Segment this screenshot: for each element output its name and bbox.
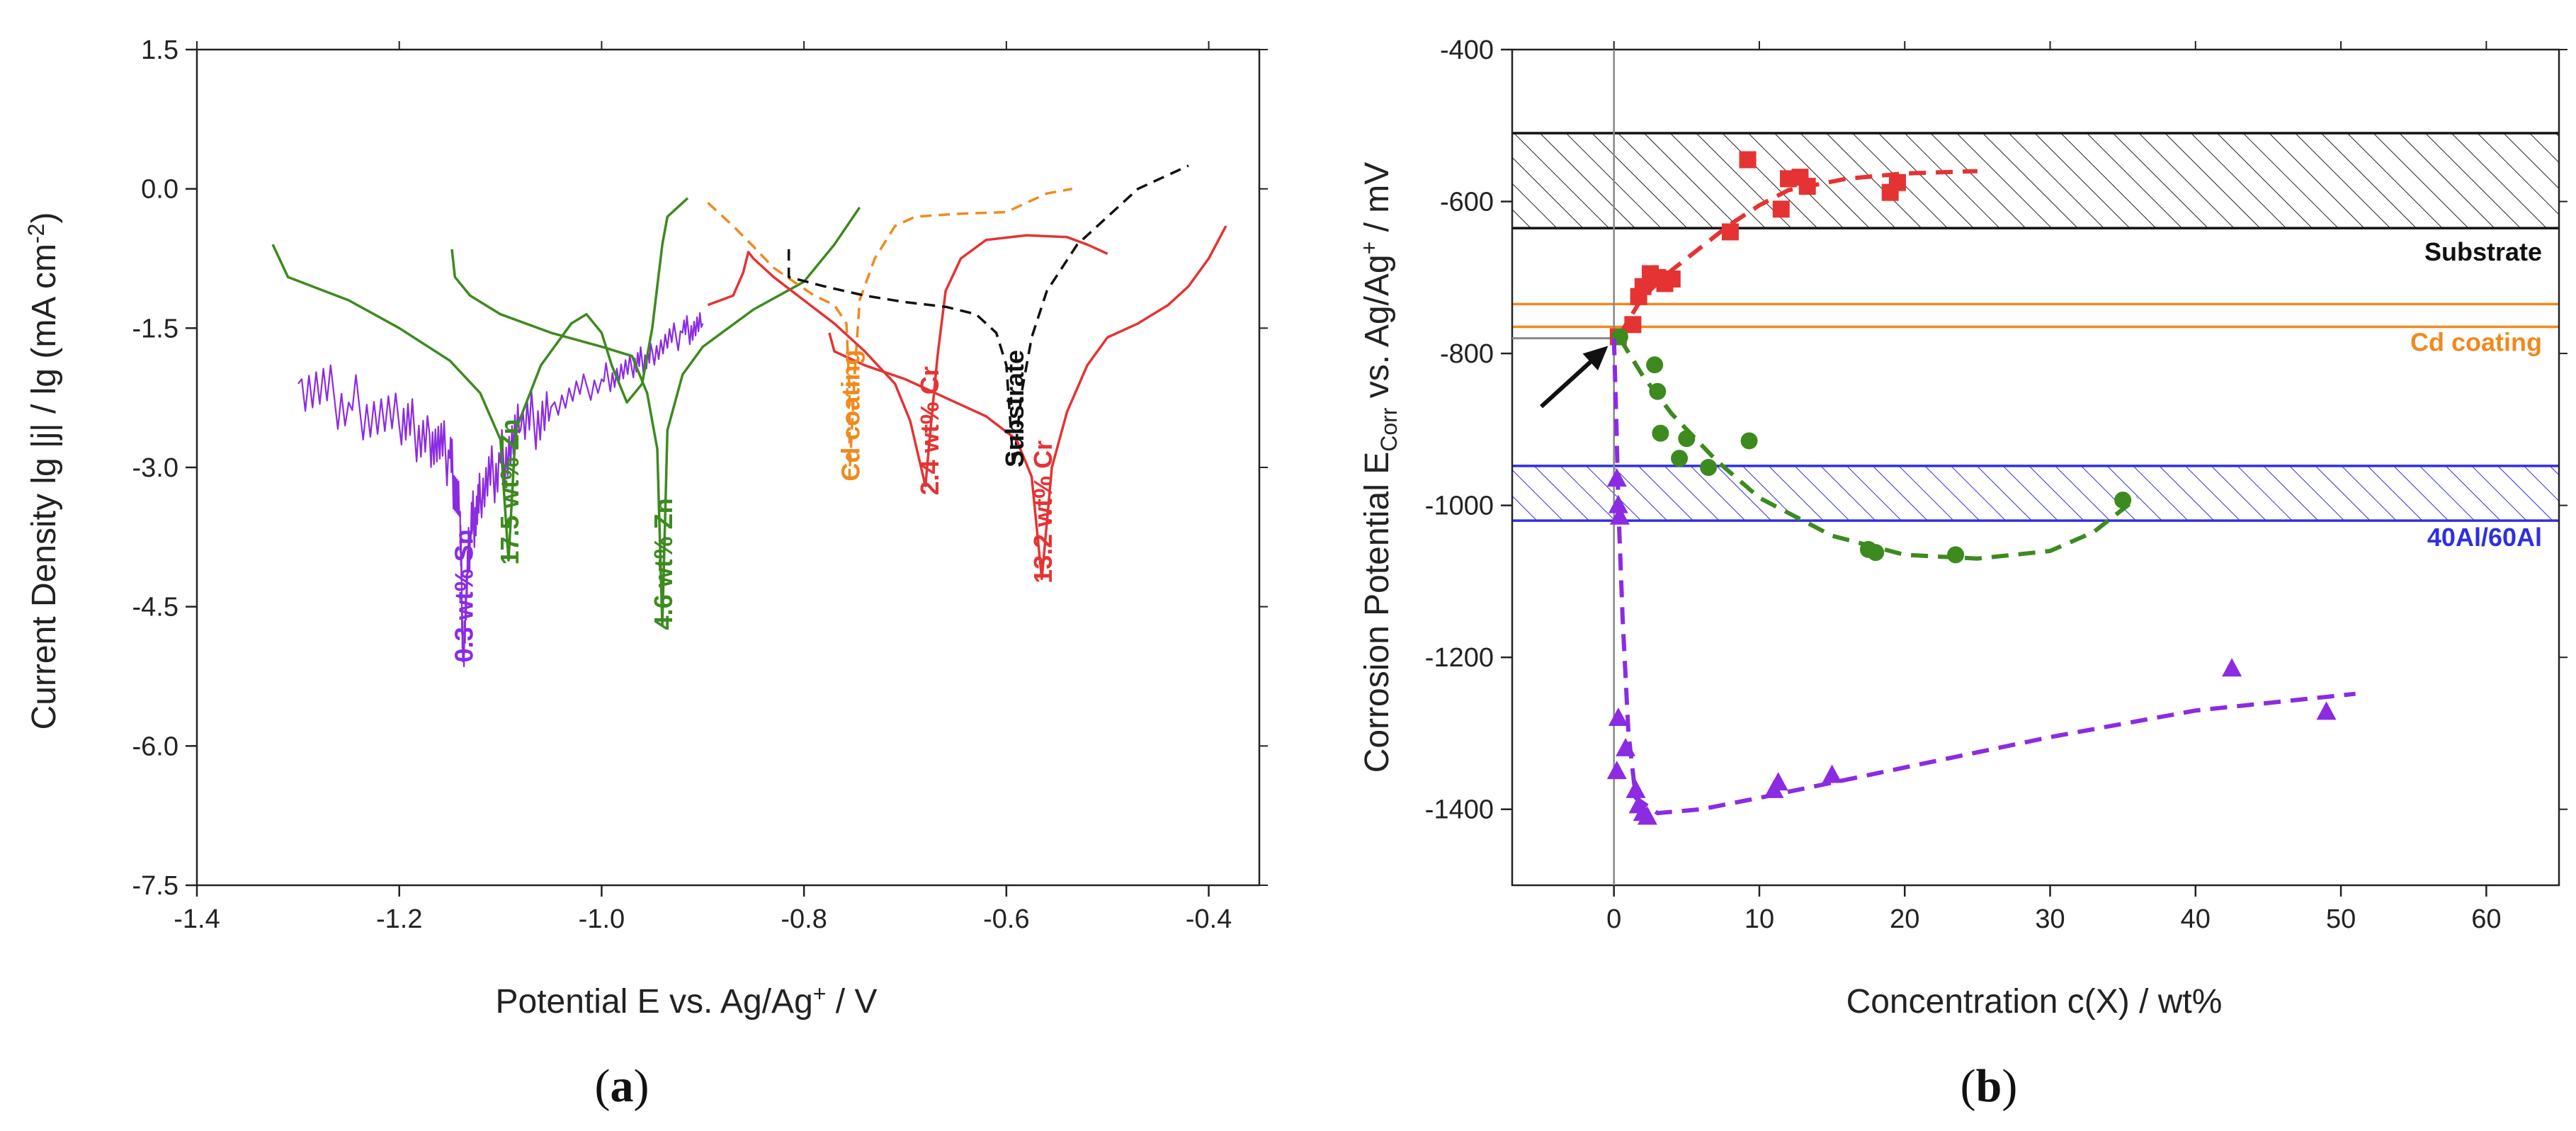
data-point-sn xyxy=(1608,494,1628,513)
data-point-zn xyxy=(1652,424,1669,442)
panel-b-y-tick-label: -1200 xyxy=(1425,643,1494,673)
band-label-40al-60al: 40Al/60Al xyxy=(2427,523,2542,552)
panel-b-y-axis-title: Corrosion Potential ECorr vs. Ag/Ag+ / m… xyxy=(1356,162,1402,773)
curve-label-substrate: Substrate xyxy=(1000,350,1029,467)
panel-a-curve-labels: 0.3 wt% Sn 17.5 wt% Zn 4.6 wt% Zn Cd coatin… xyxy=(450,350,1057,663)
panel-a-x-tick-label: -1.2 xyxy=(376,904,422,934)
band-substrate xyxy=(1512,133,2559,229)
curve-label-4-6-wt-zn: 4.6 wt% Zn xyxy=(649,498,678,630)
panel-b-band-labels: Substrate Cd coating 40Al/60Al xyxy=(1540,237,2542,552)
data-point-cr xyxy=(1721,223,1739,241)
panel-a-x-tick-label: -0.6 xyxy=(983,904,1029,934)
panel-a-x-tick-label: -1.4 xyxy=(174,904,220,934)
panel-a-x-tick-label: -0.4 xyxy=(1186,904,1232,934)
band-label-cd-coating: Cd coating xyxy=(2410,328,2542,357)
data-point-zn xyxy=(1646,356,1664,374)
panel-b-series xyxy=(1512,50,2356,885)
panel-a-y-tick-label: -6.0 xyxy=(132,732,178,761)
data-point-zn xyxy=(1649,382,1667,400)
data-point-sn xyxy=(1616,737,1636,756)
panel-a-y-tick-label: -4.5 xyxy=(132,593,178,623)
data-point-zn xyxy=(1947,546,1965,564)
data-point-zn xyxy=(2114,491,2132,509)
data-point-sn xyxy=(1637,806,1657,825)
series-line-substrate xyxy=(787,164,1189,469)
data-point-sn xyxy=(1768,772,1788,791)
panel-b-y-tick-label: -1400 xyxy=(1425,795,1494,825)
curve-label-13-2-wt-cr: 13.2 wt% Cr xyxy=(1028,441,1057,584)
band-40al-60al xyxy=(1512,465,2559,521)
panel-b-x-tick-label: 20 xyxy=(1890,904,1919,934)
data-point-zn xyxy=(1867,544,1885,562)
panel-a-y-axis-title: Current Density lg |j| / lg (mA cm-2) xyxy=(23,212,63,730)
panel-b-x-tick-label: 40 xyxy=(2181,904,2211,934)
data-point-sn xyxy=(1606,761,1627,780)
data-point-cr xyxy=(1624,316,1642,334)
band-cd-coating xyxy=(1512,304,2559,326)
panel-b-x-tick-label: 10 xyxy=(1744,904,1774,934)
panel-b-x-tick-label: 0 xyxy=(1606,904,1621,934)
data-point-zn xyxy=(1700,459,1718,476)
panel-a-series xyxy=(271,164,1227,668)
data-point-sn xyxy=(2222,658,2242,677)
panel-b-y-tick-label: -400 xyxy=(1440,35,1494,65)
panel-b-frame xyxy=(1511,48,2560,887)
series-line-2-4-wt-cr xyxy=(707,234,1108,487)
data-point-sn xyxy=(2316,701,2337,720)
arrow-shaft xyxy=(1540,360,1592,409)
trend-line-sn xyxy=(1611,338,2356,816)
series-line-17-5-wt-zn xyxy=(271,197,689,562)
panel-a-y-tick-label: -1.5 xyxy=(132,314,178,343)
curve-label-2-4-wt-cr: 2.4 wt% Cr xyxy=(915,366,944,495)
panel-b-chart: 0 10 20 30 40 50 60 -400 -600 -800 -1000 -1200 -1400… xyxy=(1356,35,2568,1112)
panel-a-x-axis-title: Potential E vs. Ag/Ag+ / V xyxy=(496,981,878,1021)
curve-label-cd-coating: Cd coating xyxy=(836,350,865,482)
panel-a-chart: -1.4 -1.2 -1.0 -0.8 -0.6 -0.4 1.5 0.0 -1.5 -3.0 -4… xyxy=(23,35,1268,1112)
panel-a-frame xyxy=(195,48,1261,887)
panel-a-axes: -1.4 -1.2 -1.0 -0.8 -0.6 -0.4 1.5 0.0 -1.5 -3.0 -4… xyxy=(132,35,1268,934)
data-point-zn xyxy=(1740,432,1758,450)
panel-a-y-tick-label: 0.0 xyxy=(141,175,178,205)
panel-b-x-tick-label: 30 xyxy=(2035,904,2065,934)
series-line-0-3-wt-sn xyxy=(297,312,704,668)
series-line-4-6-wt-zn xyxy=(450,206,861,627)
panel-b-y-tick-label: -800 xyxy=(1440,339,1494,369)
panel-b-x-tick-label: 50 xyxy=(2326,904,2356,934)
panel-a-x-tick-label: -0.8 xyxy=(781,904,827,934)
data-point-zn xyxy=(1671,450,1689,467)
data-point-cr xyxy=(1798,178,1816,195)
data-point-sn xyxy=(1609,506,1630,525)
data-point-cr xyxy=(1888,174,1906,191)
panel-b-label: (b) xyxy=(1961,1060,2018,1112)
trend-line-zn xyxy=(1618,337,2139,561)
series-line-13-2-wt-cr xyxy=(828,225,1227,581)
data-point-cr xyxy=(1739,151,1757,169)
panel-b-axes: 0 10 20 30 40 50 60 -400 -600 -800 -1000 -1200 -1400 xyxy=(1425,35,2568,934)
panel-a-y-tick-label: -7.5 xyxy=(132,871,178,901)
panel-a-y-tick-label: -3.0 xyxy=(132,453,178,483)
arrow-head xyxy=(1582,346,1608,371)
band-label-substrate: Substrate xyxy=(2424,237,2542,266)
data-point-zn xyxy=(1678,430,1696,448)
panel-b-x-tick-label: 60 xyxy=(2471,904,2501,934)
data-point-sn xyxy=(1822,764,1842,783)
panel-b-y-tick-label: -600 xyxy=(1440,188,1494,217)
curve-label-17-5-wt-zn: 17.5 wt% Zn xyxy=(495,419,524,565)
panel-a-label: (a) xyxy=(595,1060,649,1112)
curve-label-0-3-wt-sn: 0.3 wt% Sn xyxy=(450,529,479,662)
panel-a-x-tick-label: -1.0 xyxy=(579,904,625,934)
data-point-cr xyxy=(1772,200,1790,218)
panel-a-y-tick-label: 1.5 xyxy=(141,35,178,65)
data-point-sn xyxy=(1608,707,1628,726)
panel-b-bands xyxy=(1512,132,2559,522)
series-line-cd-coating xyxy=(707,187,1073,478)
data-point-sn xyxy=(1625,779,1646,798)
panel-b-y-tick-label: -1000 xyxy=(1425,491,1494,521)
data-point-sn xyxy=(1606,468,1627,487)
panel-b-x-axis-title: Concentration c(X) / wt% xyxy=(1846,983,2223,1021)
data-point-cr xyxy=(1663,270,1681,288)
